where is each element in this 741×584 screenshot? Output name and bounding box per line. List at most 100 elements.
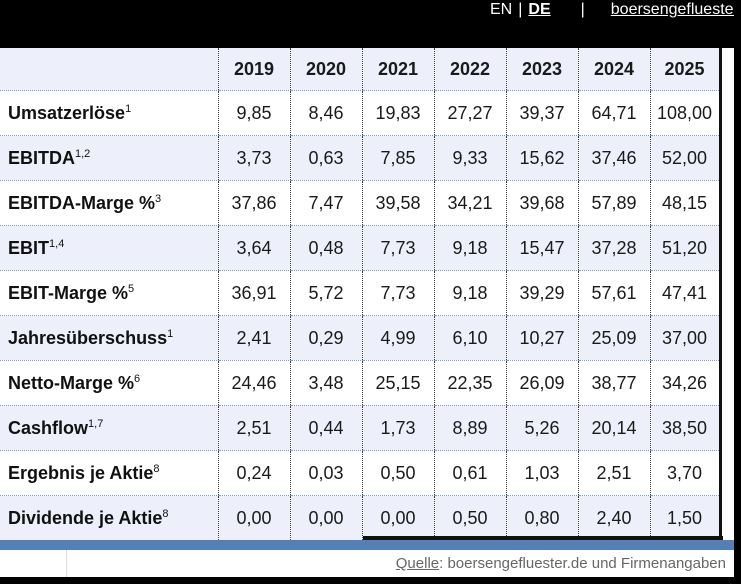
row-label: Dividende je Aktie8 — [0, 495, 218, 540]
row-label: Umsatzerlöse1 — [0, 90, 218, 136]
row-label: EBITDA1,2 — [0, 135, 218, 181]
row-label: Netto-Marge %6 — [0, 360, 218, 406]
metric-value-cell: 36,91 — [217, 270, 290, 316]
metric-value-cell: 22,35 — [433, 360, 506, 406]
metric-value-cell: 5,26 — [505, 405, 578, 451]
footnote-marker: 8 — [153, 462, 160, 475]
row-label: EBIT-Marge %5 — [0, 270, 218, 316]
metric-value-cell: 38,50 — [649, 405, 720, 451]
metric-value-cell: 15,47 — [505, 225, 578, 271]
footer-divider — [66, 550, 67, 577]
metric-value-cell: 26,09 — [505, 360, 578, 406]
row-label: Cashflow1,7 — [0, 405, 218, 451]
row-label: Jahresüberschuss1 — [0, 315, 218, 361]
metric-value-cell: 0,50 — [433, 495, 506, 540]
metric-name: EBIT-Marge % — [8, 282, 129, 303]
metric-name: Netto-Marge % — [8, 372, 135, 393]
metric-value-cell: 39,29 — [505, 270, 578, 316]
metric-value-cell: 52,00 — [649, 135, 720, 181]
metric-value-cell: 37,46 — [577, 135, 650, 181]
window-bottom-border — [0, 577, 741, 584]
metric-value-cell: 51,20 — [649, 225, 720, 271]
table-row: EBITDA-Marge %3 37,86 7,47 39,58 34,21 39,68 5… — [0, 180, 720, 226]
metric-value-cell: 39,68 — [505, 180, 578, 226]
metric-value-cell: 24,46 — [217, 360, 290, 406]
table-row: EBIT-Marge %5 36,91 5,72 7,73 9,18 39,29 57,61… — [0, 270, 720, 316]
metric-value-cell: 7,73 — [361, 270, 434, 316]
table-row: EBIT1,4 3,64 0,48 7,73 9,18 15,47 37,28 51,20 — [0, 225, 720, 271]
footer: Quelle: boersengefluester.de und Firmena… — [0, 550, 734, 577]
footnote-marker: 1,7 — [88, 417, 104, 430]
metric-value-cell: 8,89 — [433, 405, 506, 451]
table-row: Jahresüberschuss1 2,41 0,29 4,99 6,10 10,27 25… — [0, 315, 720, 361]
metric-name: EBITDA — [8, 147, 75, 168]
lang-en-link[interactable]: EN — [490, 1, 513, 18]
year-header-cell: 2019 — [217, 48, 290, 91]
source-link[interactable]: Quelle — [395, 555, 440, 572]
site-link[interactable]: boersengefluester.de — [610, 1, 741, 18]
metric-value-cell: 0,00 — [217, 495, 290, 540]
metric-value-cell: 3,70 — [649, 450, 720, 496]
language-switcher: EN | DE | boersengefluester.de — [490, 1, 741, 19]
metric-value-cell: 0,63 — [289, 135, 362, 181]
metric-value-cell: 7,47 — [289, 180, 362, 226]
metric-value-cell: 37,28 — [577, 225, 650, 271]
metric-value-cell: 8,46 — [289, 90, 362, 136]
footnote-marker: 1,4 — [49, 237, 65, 250]
metric-value-cell: 0,00 — [361, 495, 434, 540]
year-header-cell: 2020 — [289, 48, 362, 91]
metric-value-cell: 20,14 — [577, 405, 650, 451]
lang-de-link[interactable]: DE — [528, 1, 551, 18]
metric-value-cell: 0,44 — [289, 405, 362, 451]
metric-value-cell: 9,18 — [433, 270, 506, 316]
financial-table: 2019 2020 2021 2022 2023 2024 2025 Umsatzerlös… — [0, 48, 722, 540]
metric-value-cell: 0,48 — [289, 225, 362, 271]
metric-value-cell: 0,50 — [361, 450, 434, 496]
footnote-marker: 1,2 — [75, 147, 91, 160]
footnote-marker: 1 — [167, 327, 174, 340]
metric-value-cell: 48,15 — [649, 180, 720, 226]
footnote-marker: 8 — [162, 507, 169, 520]
metric-value-cell: 2,40 — [577, 495, 650, 540]
table-row: Dividende je Aktie8 0,00 0,00 0,00 0,50 0,80 2… — [0, 495, 720, 540]
metric-name: Dividende je Aktie — [8, 507, 163, 528]
metric-value-cell: 2,51 — [217, 405, 290, 451]
metric-value-cell: 7,85 — [361, 135, 434, 181]
accent-bar — [0, 536, 734, 550]
metric-value-cell: 39,58 — [361, 180, 434, 226]
year-header-cell: 2022 — [433, 48, 506, 91]
metric-name: Cashflow — [8, 417, 89, 438]
metric-value-cell: 64,71 — [577, 90, 650, 136]
metric-value-cell: 39,37 — [505, 90, 578, 136]
metric-value-cell: 38,77 — [577, 360, 650, 406]
table-row: Netto-Marge %6 24,46 3,48 25,15 22,35 26,09 38… — [0, 360, 720, 406]
metric-value-cell: 5,72 — [289, 270, 362, 316]
metric-value-cell: 25,15 — [361, 360, 434, 406]
table-row: EBITDA1,2 3,73 0,63 7,85 9,33 15,62 37,46 52,00 — [0, 135, 720, 181]
metric-value-cell: 3,48 — [289, 360, 362, 406]
metric-value-cell: 1,50 — [649, 495, 720, 540]
year-header-cell: 2024 — [577, 48, 650, 91]
source-line: Quelle: boersengefluester.de und Firmena… — [396, 555, 726, 572]
metric-value-cell: 37,86 — [217, 180, 290, 226]
metric-value-cell: 27,27 — [433, 90, 506, 136]
row-label: EBITDA-Marge %3 — [0, 180, 218, 226]
metric-value-cell: 34,21 — [433, 180, 506, 226]
metric-value-cell: 25,09 — [577, 315, 650, 361]
metric-value-cell: 7,73 — [361, 225, 434, 271]
year-header-cell: 2023 — [505, 48, 578, 91]
table-row: Umsatzerlöse1 9,85 8,46 19,83 27,27 39,37 64,7… — [0, 90, 720, 136]
metric-value-cell: 19,83 — [361, 90, 434, 136]
metric-value-cell: 9,33 — [433, 135, 506, 181]
footnote-marker: 6 — [134, 372, 141, 385]
row-label: EBIT1,4 — [0, 225, 218, 271]
metric-value-cell: 37,00 — [649, 315, 720, 361]
year-header-cell: 2021 — [361, 48, 434, 91]
table-bottom-border — [363, 536, 723, 540]
metric-value-cell: 0,61 — [433, 450, 506, 496]
metric-value-cell: 0,80 — [505, 495, 578, 540]
metric-value-cell: 10,27 — [505, 315, 578, 361]
metric-value-cell: 9,18 — [433, 225, 506, 271]
metric-value-cell: 1,73 — [361, 405, 434, 451]
